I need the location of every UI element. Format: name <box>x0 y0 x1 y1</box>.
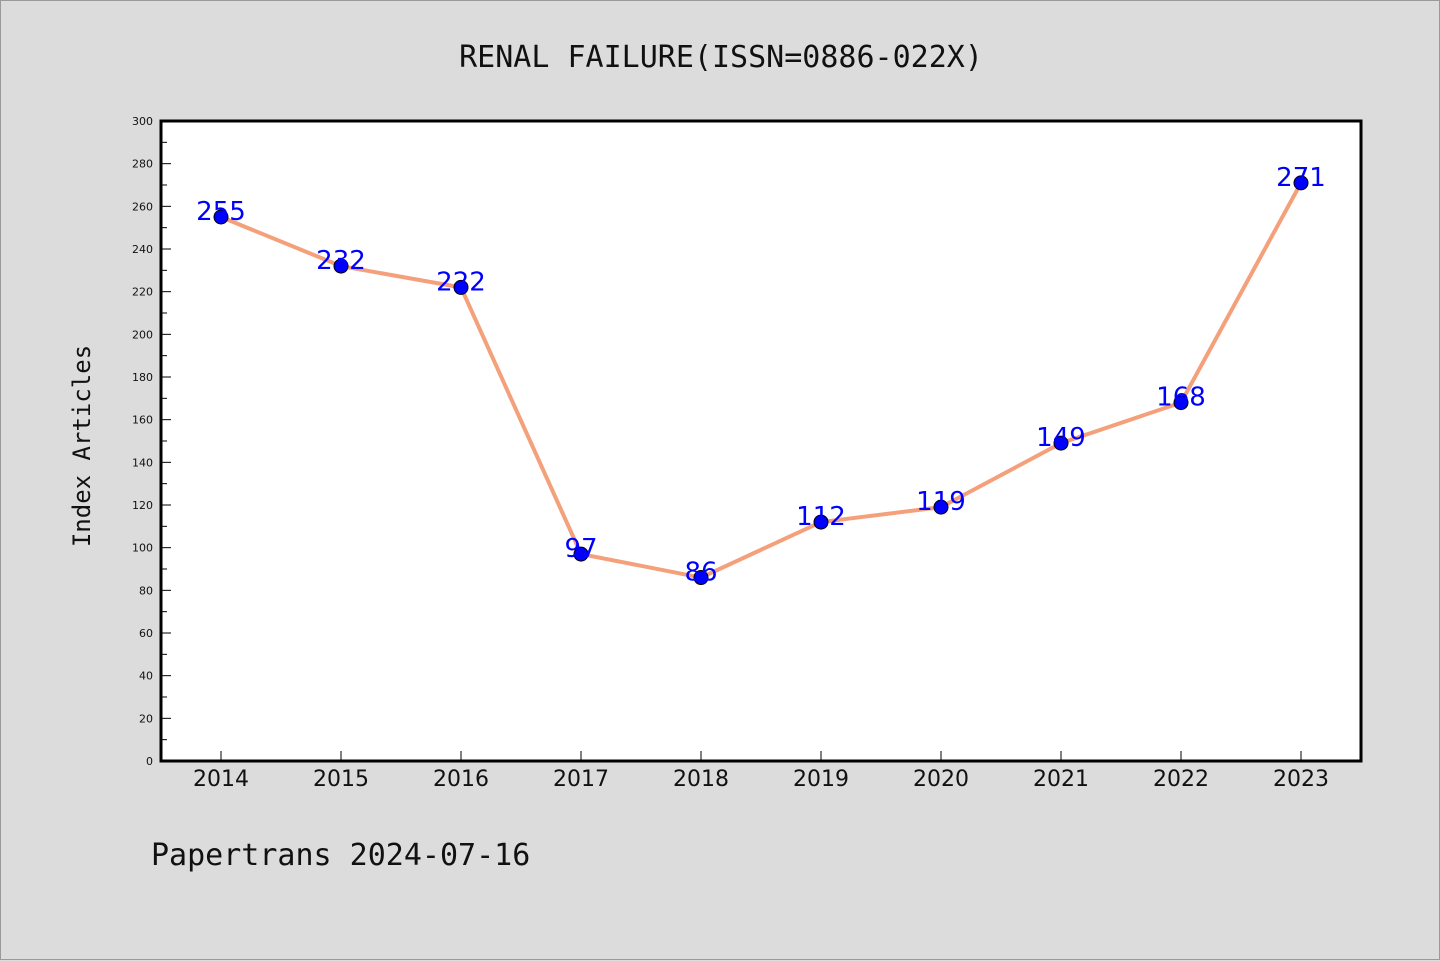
data-point <box>333 258 349 274</box>
y-tick-label: 220 <box>132 286 153 299</box>
y-axis-label: Index Articles <box>68 345 96 547</box>
plot-area <box>161 121 1361 761</box>
x-tick-label: 2017 <box>553 767 609 792</box>
data-label: 97 <box>564 534 597 564</box>
y-tick-label: 180 <box>132 371 153 384</box>
y-tick-label: 280 <box>132 158 153 171</box>
data-label: 168 <box>1156 383 1206 413</box>
data-label: 112 <box>796 502 846 532</box>
y-tick-label: 160 <box>132 414 153 427</box>
y-tick-label: 20 <box>139 712 153 725</box>
axes: 0 20 40 60 80 100 120 140 160 180 200 220 240 260 280 3… <box>132 115 1329 792</box>
plot-border <box>159 119 1363 763</box>
data-point <box>453 279 469 295</box>
x-tick-label: 2023 <box>1273 767 1329 792</box>
x-tick-label: 2018 <box>673 767 729 792</box>
data-label: 149 <box>1036 423 1086 453</box>
chart-title: RENAL FAILURE(ISSN=0886-022X) <box>459 40 983 75</box>
y-tick-label: 300 <box>132 115 153 128</box>
footer-credit: Papertrans 2024-07-16 <box>151 838 530 873</box>
data-label: 222 <box>436 267 486 297</box>
data-point <box>1173 395 1189 411</box>
data-label: 255 <box>196 197 246 227</box>
data-point <box>813 514 829 530</box>
y-tick-label: 80 <box>139 584 153 597</box>
data-point <box>573 546 589 562</box>
series-line <box>219 180 1303 580</box>
data-point <box>1053 435 1069 451</box>
data-label: 86 <box>684 558 717 588</box>
x-tick-label: 2015 <box>313 767 369 792</box>
series-layer: 255 232 222 97 86 112 119 149 168 271 <box>196 163 1326 588</box>
x-tick-label: 2022 <box>1153 767 1209 792</box>
data-label: 232 <box>316 246 366 276</box>
data-point <box>213 209 229 225</box>
y-tick-label: 120 <box>132 499 153 512</box>
x-tick-label: 2014 <box>193 767 249 792</box>
x-tick-label: 2016 <box>433 767 489 792</box>
y-tick-label: 200 <box>132 328 153 341</box>
data-label: 119 <box>916 487 966 517</box>
y-tick-label: 240 <box>132 243 153 256</box>
x-tick-label: 2020 <box>913 767 969 792</box>
data-point <box>693 570 709 586</box>
y-tick-label: 100 <box>132 542 153 555</box>
y-tick-label: 0 <box>146 755 153 768</box>
data-point <box>1293 175 1309 191</box>
data-point <box>933 499 949 515</box>
x-tick-label: 2021 <box>1033 767 1089 792</box>
y-tick-label: 40 <box>139 670 153 683</box>
data-label: 271 <box>1276 163 1326 193</box>
y-tick-label: 140 <box>132 456 153 469</box>
y-tick-label: 60 <box>139 627 153 640</box>
y-tick-label: 260 <box>132 200 153 213</box>
x-tick-label: 2019 <box>793 767 849 792</box>
